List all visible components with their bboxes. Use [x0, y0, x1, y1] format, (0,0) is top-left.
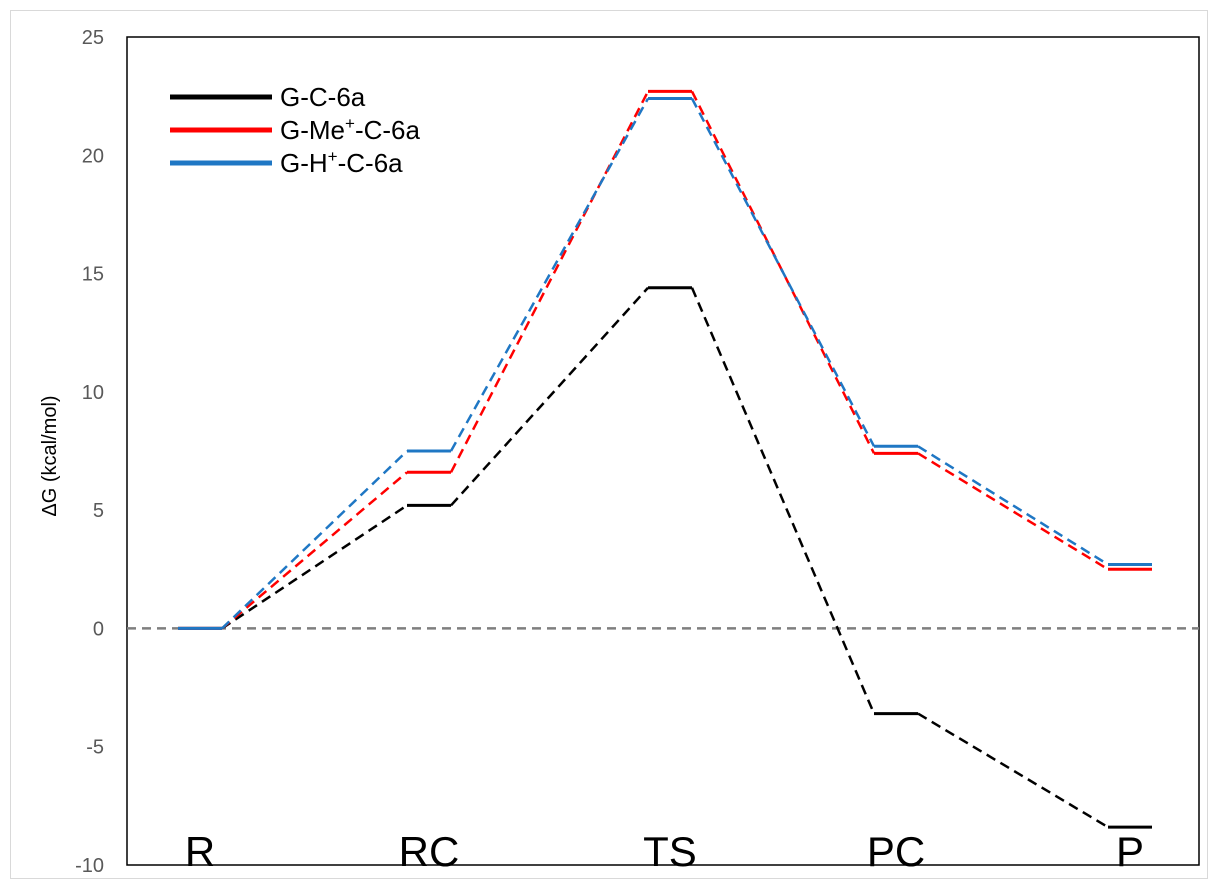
connector-line [690, 287, 876, 715]
connector-line [917, 445, 1109, 566]
connector-line [221, 471, 408, 630]
connector-line [450, 286, 649, 507]
connector-line [221, 450, 408, 630]
chart-border [10, 10, 1208, 879]
legend-label: G-H+-C-6a [280, 147, 403, 178]
series-group [178, 89, 1152, 829]
y-axis-title: ΔG (kcal/mol) [39, 395, 61, 516]
legend-label: G-Me+-C-6a [280, 114, 420, 145]
y-tick-label: 5 [93, 500, 104, 522]
y-tick-label: 0 [93, 618, 104, 640]
legend: G-C-6aG-Me+-C-6aG-H+-C-6a [170, 82, 420, 178]
legend-label: G-C-6a [280, 82, 366, 112]
connector-line [449, 97, 650, 452]
y-tick-label: 25 [82, 27, 104, 49]
series-3 [178, 97, 1152, 630]
connector-line [917, 712, 1109, 829]
category-label: RC [399, 828, 460, 875]
series-1 [178, 286, 1152, 829]
connector-line [690, 90, 876, 454]
connector-line [221, 504, 408, 630]
category-label: PC [867, 828, 925, 875]
connector-line [690, 97, 876, 447]
category-labels-group: R RC TS PC P [185, 828, 1144, 875]
y-tick-label: 10 [82, 382, 104, 404]
y-tick-label: -5 [86, 737, 104, 759]
axes-group: -10 -5 0 5 10 15 20 25 [10, 10, 1208, 879]
category-label: TS [643, 828, 697, 875]
category-label: R [185, 828, 215, 875]
y-tick-label: -10 [75, 855, 104, 877]
plot-frame [126, 36, 1200, 866]
y-tick-label: 15 [82, 264, 104, 286]
category-label: P [1116, 828, 1144, 875]
connector-line [917, 452, 1109, 571]
y-tick-label: 20 [82, 145, 104, 167]
